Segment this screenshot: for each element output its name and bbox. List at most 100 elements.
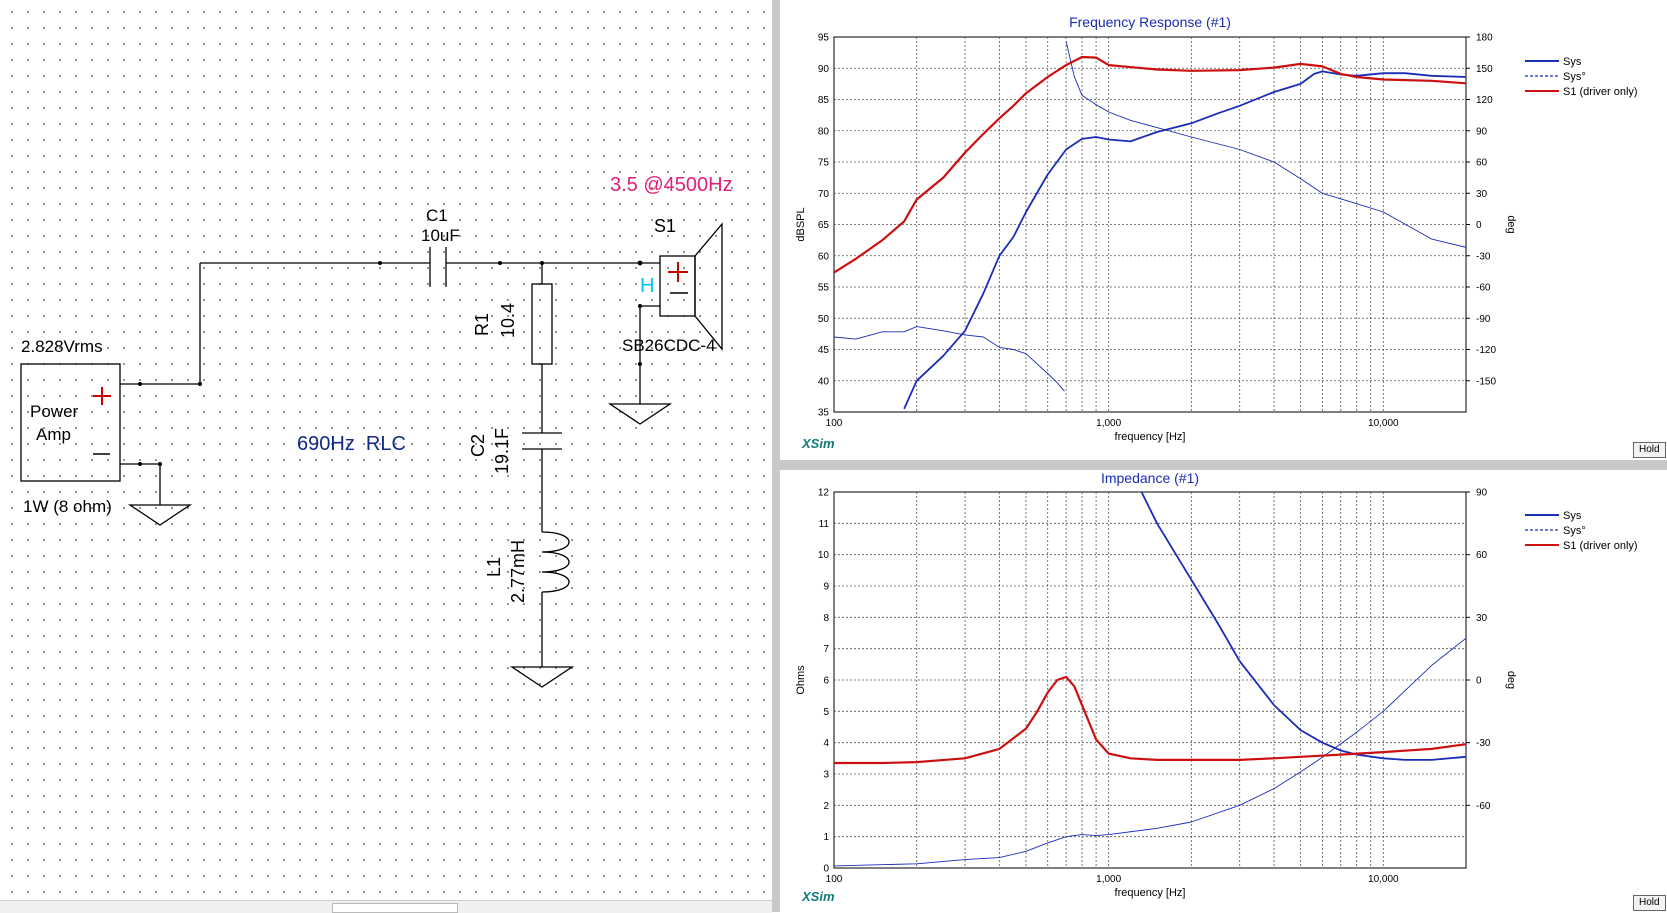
impedance-chart: Impedance (#1)0123456789101112-60-300306… — [795, 470, 1638, 904]
y-tick-label: 75 — [818, 158, 830, 169]
y-tick-label: 70 — [818, 189, 830, 200]
s1-h-marker: H — [640, 275, 654, 297]
legend-label: Sys° — [1563, 525, 1586, 537]
y2-tick-label: 30 — [1476, 189, 1488, 200]
chart-title: Impedance (#1) — [1101, 470, 1199, 486]
r1-resistor[interactable] — [531, 283, 553, 365]
y2-tick-label: 120 — [1476, 95, 1493, 106]
y-tick-label: 2 — [823, 801, 829, 812]
y-tick-label: 4 — [823, 738, 829, 749]
l1-name: L1 — [484, 557, 504, 577]
y-tick-label: 80 — [818, 126, 830, 137]
y-tick-label: 40 — [818, 376, 830, 387]
impedance-pane: Impedance (#1) 0 1 2 3 4 5 6 7 8 9 10 11 12 -60 -30 0 30 6… — [780, 470, 1667, 912]
hold-button-imp[interactable]: Hold — [1633, 895, 1666, 911]
l1-coil — [541, 531, 570, 593]
y-tick-label: 90 — [818, 64, 830, 75]
y-tick-label: 0 — [823, 864, 829, 875]
y-tick-label: 3 — [823, 770, 829, 781]
y2-tick-label: 0 — [1476, 220, 1482, 231]
amp-power-label: 1W (8 ohm) — [23, 497, 112, 516]
legend-label: S1 (driver only) — [1563, 540, 1638, 552]
y2-axis-label: deg — [1505, 215, 1517, 233]
xsim-logo: XSim — [801, 889, 835, 904]
y-tick-label: 12 — [818, 488, 830, 499]
schematic-canvas[interactable]: 2.828Vrms Power Amp 1W (8 ohm) C1 10uF R… — [0, 0, 772, 912]
schematic-hscrollbar[interactable] — [0, 900, 772, 913]
y-tick-label: 95 — [818, 33, 830, 44]
legend-label: Sys — [1563, 56, 1582, 68]
c2-value: 19.1F — [492, 428, 512, 474]
x-tick-label: 10,000 — [1368, 874, 1399, 885]
frequency-response-pane: Frequency Response (#1) 35 40 45 50 55 60 65 70 7… — [780, 0, 1667, 460]
series-line-1 — [834, 326, 1065, 392]
ground-speaker — [607, 403, 673, 425]
r1-value: 10.4 — [498, 303, 518, 338]
xsim-logo: XSim — [801, 436, 835, 451]
series-line-1 — [1065, 41, 1466, 248]
y-tick-label: 45 — [818, 345, 830, 356]
y2-tick-label: 90 — [1476, 126, 1488, 137]
y2-tick-label: 30 — [1476, 613, 1488, 624]
chart-splitter[interactable] — [772, 460, 1667, 470]
x-tick-label: 10,000 — [1368, 418, 1399, 429]
frequency-response-chart: Frequency Response (#1) 35 40 45 50 55 60 65 70 7… — [795, 14, 1638, 451]
y-tick-label: 55 — [818, 283, 830, 294]
y-tick-label: 50 — [818, 314, 830, 325]
y2-tick-label: -90 — [1476, 314, 1491, 325]
y-tick-label: 8 — [823, 613, 829, 624]
y2-tick-label: -30 — [1476, 251, 1491, 262]
x-tick-label: 1,000 — [1096, 418, 1121, 429]
y-tick-label: 7 — [823, 644, 829, 655]
schematic-drawing: 2.828Vrms Power Amp 1W (8 ohm) C1 10uF R… — [20, 174, 733, 688]
series-line-1 — [834, 637, 1466, 867]
y-axis-label: dBSPL — [795, 207, 807, 241]
ground-l1 — [509, 666, 575, 688]
legend-label: S1 (driver only) — [1563, 86, 1638, 98]
l1-value: 2.77mH — [508, 540, 528, 603]
c2-name: C2 — [468, 434, 488, 457]
s1-name: S1 — [654, 216, 676, 236]
y2-tick-label: 60 — [1476, 550, 1488, 561]
y2-tick-label: -150 — [1476, 376, 1496, 387]
x-tick-label: 100 — [826, 418, 843, 429]
series-line-2 — [834, 675, 1466, 765]
x-axis-label: frequency [Hz] — [1115, 887, 1186, 899]
y2-tick-label: 60 — [1476, 158, 1488, 169]
amp-label-line1: Power — [30, 402, 79, 421]
y2-tick-label: -60 — [1476, 801, 1491, 812]
legend-label: Sys — [1563, 510, 1582, 522]
y-axis-label: Ohms — [795, 665, 807, 695]
y2-tick-label: 90 — [1476, 488, 1488, 499]
y-tick-label: 35 — [818, 408, 830, 419]
y-tick-label: 1 — [823, 832, 829, 843]
y2-tick-label: -30 — [1476, 738, 1491, 749]
y-tick-label: 65 — [818, 220, 830, 231]
y2-tick-label: 180 — [1476, 33, 1493, 44]
y2-axis-label: deg — [1505, 671, 1517, 689]
x-axis-label: frequency [Hz] — [1115, 431, 1186, 443]
r1-name: R1 — [472, 313, 492, 336]
note-freq: 3.5 @4500Hz — [610, 174, 733, 196]
c1-value: 10uF — [421, 226, 460, 245]
pane-divider[interactable] — [772, 0, 780, 912]
y-tick-label: 11 — [819, 519, 830, 530]
y2-tick-label: 150 — [1476, 64, 1493, 75]
y-tick-label: 60 — [818, 251, 830, 262]
legend-label: Sys° — [1563, 71, 1586, 83]
x-tick-label: 1,000 — [1096, 874, 1121, 885]
ground-amp — [127, 504, 193, 526]
y-tick-label: 5 — [823, 707, 829, 718]
y-tick-label: 6 — [823, 676, 829, 687]
y2-tick-label: 0 — [1476, 676, 1482, 687]
y-tick-label: 10 — [818, 550, 830, 561]
y2-tick-label: -60 — [1476, 283, 1491, 294]
series-line-0 — [1140, 492, 1466, 761]
c1-name: C1 — [426, 206, 448, 225]
y-tick-label: 85 — [818, 95, 830, 106]
speaker-s1-cone — [694, 222, 723, 351]
hold-button-fr[interactable]: Hold — [1633, 442, 1666, 458]
s1-model: SB26CDC-4 — [622, 336, 716, 355]
chart-title: Frequency Response (#1) — [1069, 14, 1231, 30]
power-amp-box[interactable] — [20, 363, 121, 482]
